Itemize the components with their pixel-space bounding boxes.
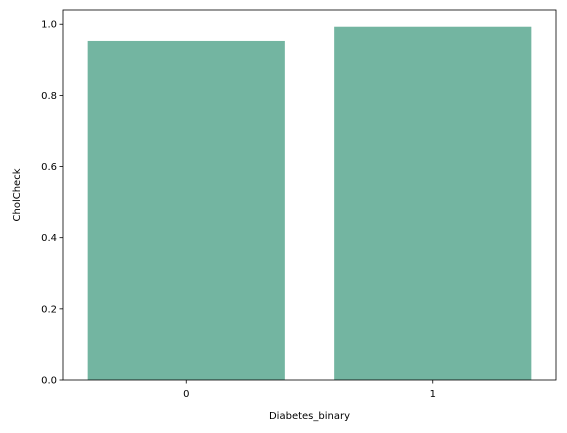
y-tick-label: 0.0 (41, 376, 57, 387)
bars-group (87, 26, 532, 380)
y-tick-label: 0.2 (41, 304, 57, 315)
x-tick-label: 1 (430, 389, 436, 400)
bar-1 (334, 26, 532, 380)
y-tick-label: 1.0 (41, 20, 57, 31)
y-axis-ticks: 0.0 0.2 0.4 0.6 0.8 1.0 (41, 20, 63, 387)
y-tick-label: 0.8 (41, 91, 57, 102)
y-tick-label: 0.6 (41, 162, 57, 173)
plot-frame (62, 9, 557, 381)
x-axis-label: Diabetes_binary (269, 411, 350, 422)
bar-0 (87, 40, 285, 380)
x-tick-label: 0 (183, 389, 189, 400)
y-axis-label: CholCheck (12, 168, 23, 221)
y-tick-label: 0.4 (41, 233, 57, 244)
